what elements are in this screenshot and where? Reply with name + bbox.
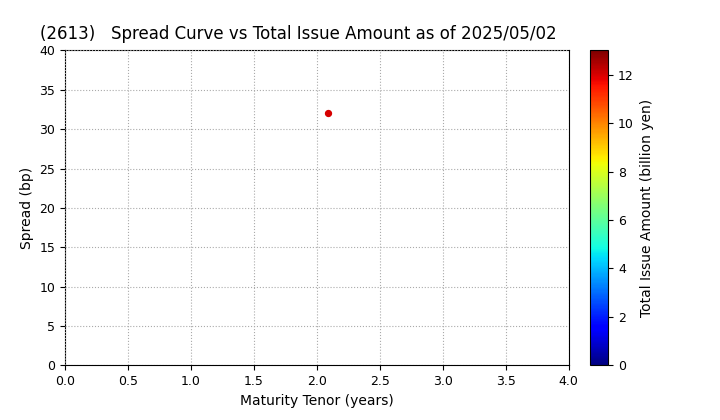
Text: (2613)   Spread Curve vs Total Issue Amount as of 2025/05/02: (2613) Spread Curve vs Total Issue Amoun… bbox=[40, 25, 557, 43]
Point bbox=[323, 110, 334, 117]
X-axis label: Maturity Tenor (years): Maturity Tenor (years) bbox=[240, 394, 394, 408]
Y-axis label: Spread (bp): Spread (bp) bbox=[19, 167, 34, 249]
Y-axis label: Total Issue Amount (billion yen): Total Issue Amount (billion yen) bbox=[639, 99, 654, 317]
